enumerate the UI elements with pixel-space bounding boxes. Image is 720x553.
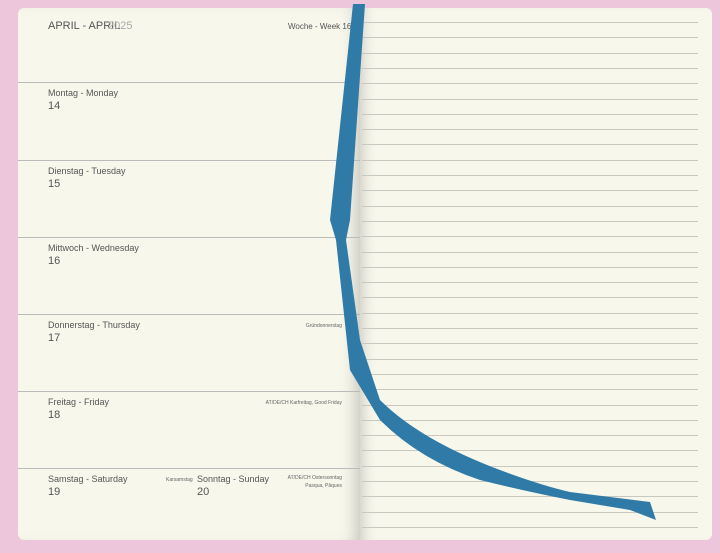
holiday-note: Karsamstag: [166, 477, 193, 483]
left-page: [18, 8, 360, 540]
day-date: 14: [48, 100, 61, 112]
ruled-line: [362, 98, 698, 100]
row-separator: [18, 159, 360, 161]
day-name: Donnerstag - Thursday: [48, 320, 140, 330]
ruled-line: [362, 52, 698, 54]
day-name: Montag - Monday: [48, 88, 119, 98]
day-date: 17: [48, 332, 61, 344]
ruled-line: [362, 251, 698, 253]
ruled-line: [362, 67, 698, 69]
ruled-line: [362, 159, 698, 161]
row-separator: [18, 391, 360, 392]
day-name: Dienstag - Tuesday: [48, 165, 126, 176]
day-name: Freitag - Friday: [48, 397, 110, 407]
ruled-line: [362, 129, 698, 131]
ruled-line: [362, 22, 698, 23]
ruled-line: [362, 236, 698, 238]
row-separator: [18, 314, 360, 315]
month: APRIL - APRIL: [48, 20, 121, 32]
day-name: Sonntag - Sunday: [197, 474, 270, 484]
ruled-line: [362, 404, 698, 406]
day-name: Mittwoch - Wednesday: [48, 243, 139, 253]
holiday-note: AT/DE/CH Karfreitag, Good Friday: [265, 400, 342, 406]
ruled-line: [362, 450, 698, 452]
ruled-line: [362, 37, 698, 39]
day-date: 19: [48, 486, 61, 498]
ruled-line: [362, 83, 698, 85]
ribbon-shape: [330, 4, 656, 520]
row-separator: [18, 237, 360, 238]
ruled-line: [362, 419, 698, 421]
row-separator: [18, 82, 360, 83]
holiday-note: Pasqua, Pâques: [305, 483, 342, 489]
year: 2025: [108, 20, 133, 32]
day-date: 18: [48, 409, 61, 421]
day-name: Samstag - Saturday: [48, 474, 128, 484]
holiday-note: Gründonnerstag: [305, 323, 342, 329]
ruled-line: [362, 297, 698, 299]
ruled-line: [362, 175, 698, 176]
ruled-line: [362, 465, 698, 467]
ruled-line: [362, 113, 698, 115]
ruled-line: [362, 220, 698, 222]
ruled-line: [362, 282, 698, 284]
ruled-line: [362, 511, 698, 513]
ruled-line: [362, 205, 698, 207]
day-date: 15: [48, 177, 61, 190]
day-date: 20: [197, 486, 210, 498]
ruled-line: [362, 312, 698, 314]
ruled-line: [362, 343, 698, 345]
day-date: 16: [48, 255, 61, 267]
ruled-line: [362, 328, 698, 329]
week: Woche - Week 16: [288, 22, 352, 31]
holiday-note: AT/DE/CH Ostersonntag: [287, 475, 342, 481]
ruled-line: [362, 435, 698, 437]
row-separator: [18, 468, 360, 469]
ruled-line: [362, 190, 698, 192]
ruled-line: [362, 144, 698, 146]
ruled-line: [362, 526, 698, 528]
ruled-line: [362, 358, 698, 360]
ruled-line: [362, 389, 698, 391]
ruled-line: [362, 496, 698, 498]
ruled-line: [362, 266, 698, 268]
ruled-line: [362, 373, 698, 375]
